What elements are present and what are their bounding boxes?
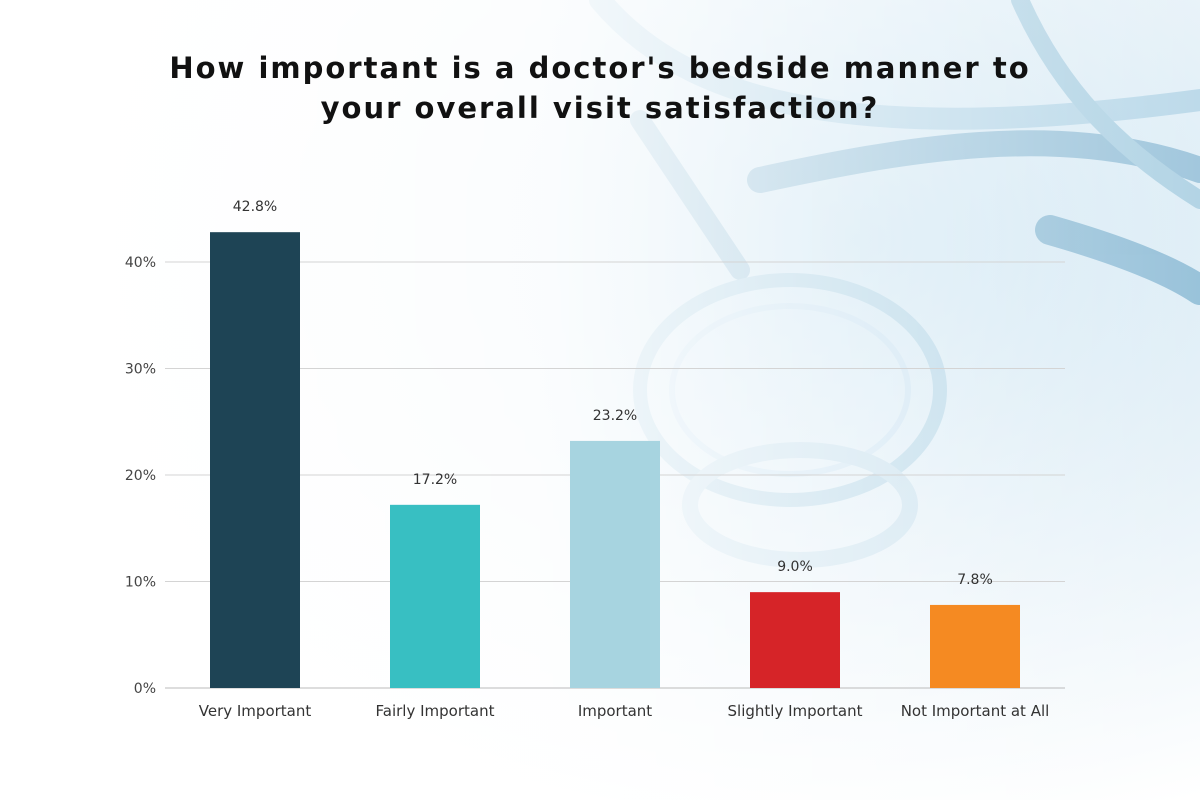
- bar: [390, 504, 480, 688]
- category-label: Slightly Important: [728, 702, 863, 720]
- bar-value-label: 23.2%: [593, 408, 637, 424]
- bar: [210, 232, 300, 688]
- bar: [750, 592, 840, 688]
- bar-value-label: 42.8%: [233, 199, 277, 215]
- bar-value-label: 9.0%: [777, 559, 813, 575]
- x-axis-labels: Very Important Fairly Important Important S…: [199, 702, 1050, 720]
- chart-title: How important is a doctor's bedside mann…: [100, 48, 1100, 128]
- category-label: Fairly Important: [376, 702, 495, 720]
- y-axis-ticks: 0% 10% 20% 30% 40%: [125, 255, 156, 697]
- y-tick-label: 10%: [125, 575, 156, 591]
- data-labels: 42.8% 17.2% 23.2% 9.0% 7.8%: [233, 199, 993, 588]
- bar: [570, 440, 660, 688]
- bars: [210, 232, 1020, 688]
- category-label: Not Important at All: [901, 702, 1050, 720]
- bar-value-label: 17.2%: [413, 472, 457, 488]
- bar: [930, 604, 1020, 688]
- y-tick-label: 30%: [125, 362, 156, 378]
- bar-value-label: 7.8%: [957, 572, 993, 588]
- y-tick-label: 0%: [134, 681, 156, 697]
- chart-title-line-1: How important is a doctor's bedside mann…: [169, 51, 1031, 85]
- chart-title-line-2: your overall visit satisfaction?: [320, 91, 880, 125]
- category-label: Very Important: [199, 702, 312, 720]
- y-tick-label: 20%: [125, 468, 156, 484]
- y-tick-label: 40%: [125, 255, 156, 271]
- category-label: Important: [578, 702, 652, 720]
